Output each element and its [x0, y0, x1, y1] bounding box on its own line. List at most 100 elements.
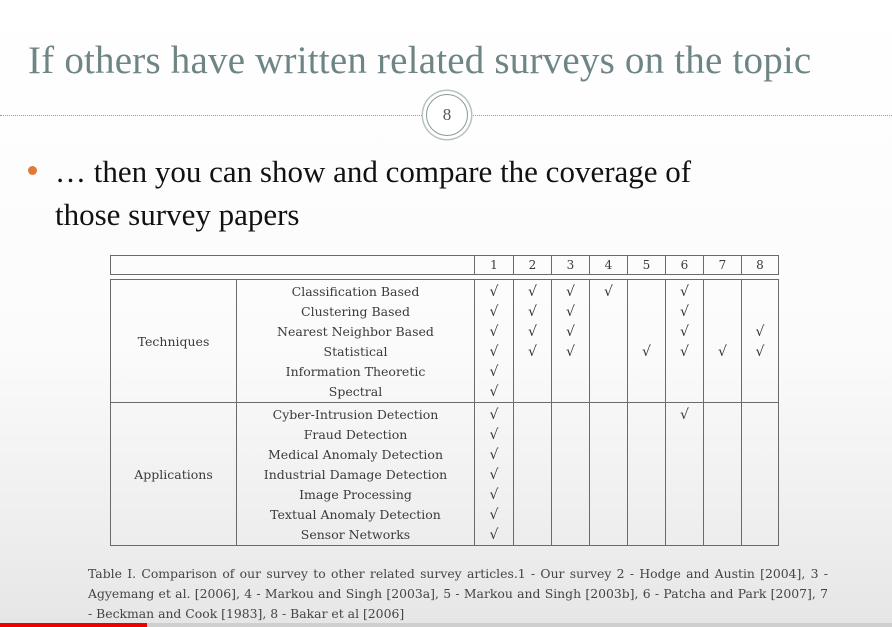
column-header: 4: [589, 255, 628, 275]
empty-mark: [590, 485, 627, 505]
empty-mark: [742, 382, 778, 402]
check-mark: √: [604, 284, 613, 300]
table-row-label: Textual Anomaly Detection: [270, 507, 441, 522]
column-cell: √: [665, 402, 704, 546]
table-row-label: Statistical: [323, 344, 388, 359]
check-mark: √: [680, 284, 689, 300]
check-mark: √: [489, 467, 499, 483]
empty-mark: [590, 505, 627, 525]
survey-comparison-table: 1 2 3 4 5 6 7 8 Techniques Classification Based Cl…: [110, 255, 779, 546]
column-cell: √ √ √ √: [665, 279, 704, 403]
check-mark: √: [680, 324, 689, 340]
empty-mark: [704, 445, 741, 465]
table-row-label: Image Processing: [299, 487, 412, 502]
slide-title: If others have written related surveys o…: [28, 39, 812, 82]
table-row-label: Clustering Based: [301, 304, 410, 319]
column-cell: [703, 402, 742, 546]
empty-mark: [590, 405, 627, 425]
check-mark: √: [528, 344, 537, 360]
group-label: Applications: [110, 402, 237, 546]
empty-mark: [704, 505, 741, 525]
check-mark: √: [528, 284, 537, 300]
check-mark: √: [528, 304, 537, 320]
empty-mark: [704, 465, 741, 485]
page-number-badge: 8: [426, 94, 468, 136]
check-mark: √: [489, 324, 499, 340]
group-item-list: Classification Based Clustering Based Near…: [236, 279, 475, 403]
empty-mark: [590, 362, 627, 382]
empty-mark: [628, 485, 665, 505]
empty-mark: [742, 405, 778, 425]
empty-mark: [552, 405, 589, 425]
bullet-line-2: those survey papers: [55, 197, 300, 232]
table-caption: Table I. Comparison of our survey to oth…: [88, 566, 828, 621]
check-mark: √: [528, 324, 537, 340]
table-row-label: Industrial Damage Detection: [263, 467, 448, 482]
check-mark: √: [489, 284, 499, 300]
column-header: 2: [513, 255, 552, 275]
empty-mark: [742, 505, 778, 525]
empty-mark: [590, 465, 627, 485]
column-cell: [551, 402, 590, 546]
empty-mark: [552, 445, 589, 465]
check-mark: √: [680, 344, 689, 360]
table-group-row: Applications Cyber-Intrusion Detection Fra…: [110, 402, 779, 546]
empty-mark: [590, 342, 627, 362]
check-mark: √: [566, 324, 575, 340]
column-header: 7: [703, 255, 742, 275]
column-cell: [741, 402, 779, 546]
bullet-dot-icon: [28, 166, 37, 175]
video-progress-fill: [0, 623, 148, 627]
empty-mark: [628, 445, 665, 465]
empty-mark: [514, 465, 551, 485]
check-mark: √: [489, 344, 499, 360]
header-blank-cell: [110, 255, 475, 275]
empty-mark: [514, 505, 551, 525]
empty-mark: [590, 382, 627, 402]
empty-mark: [742, 282, 778, 302]
empty-mark: [666, 445, 703, 465]
column-header: 1: [474, 255, 514, 275]
empty-mark: [514, 445, 551, 465]
column-cell: √: [703, 279, 742, 403]
empty-mark: [514, 485, 551, 505]
check-mark: √: [489, 487, 499, 503]
empty-mark: [552, 525, 589, 545]
column-header: 5: [627, 255, 666, 275]
empty-mark: [590, 302, 627, 322]
empty-mark: [590, 525, 627, 545]
check-mark: √: [489, 527, 499, 543]
column-cell: [513, 402, 552, 546]
empty-mark: [742, 525, 778, 545]
check-mark: √: [489, 407, 499, 423]
table-row-label: Classification Based: [291, 284, 420, 299]
empty-mark: [552, 465, 589, 485]
empty-mark: [552, 485, 589, 505]
table-row-label: Spectral: [328, 384, 383, 399]
empty-mark: [514, 382, 551, 402]
check-mark: √: [489, 384, 499, 400]
group-item-list: Cyber-Intrusion Detection Fraud Detection…: [236, 402, 475, 546]
empty-mark: [628, 425, 665, 445]
group-label: Techniques: [110, 279, 237, 403]
check-mark: √: [489, 427, 499, 443]
empty-mark: [742, 362, 778, 382]
empty-mark: [704, 525, 741, 545]
empty-mark: [666, 525, 703, 545]
column-cell: √ √: [741, 279, 779, 403]
check-mark: √: [566, 344, 575, 360]
empty-mark: [666, 362, 703, 382]
table-row-label: Nearest Neighbor Based: [277, 324, 434, 339]
empty-mark: [742, 485, 778, 505]
empty-mark: [704, 425, 741, 445]
empty-mark: [628, 282, 665, 302]
video-progress-bar[interactable]: [0, 623, 892, 627]
check-mark: √: [755, 324, 765, 340]
column-header: 8: [741, 255, 779, 275]
empty-mark: [590, 445, 627, 465]
check-mark: √: [566, 304, 575, 320]
column-header: 6: [665, 255, 704, 275]
empty-mark: [742, 425, 778, 445]
table-row-label: Sensor Networks: [300, 527, 411, 542]
